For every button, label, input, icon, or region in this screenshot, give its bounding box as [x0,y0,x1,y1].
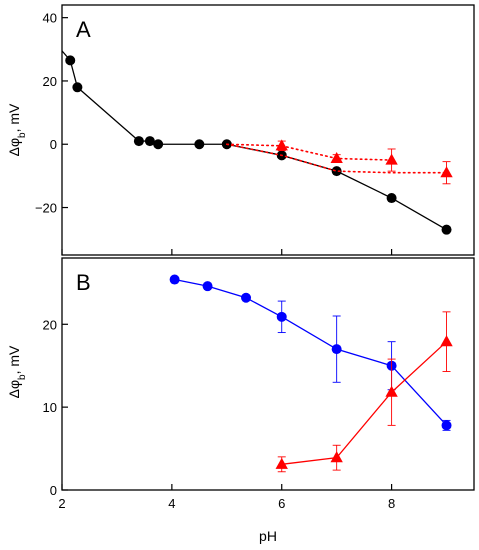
panel-b-series-1-point [169,274,180,285]
panel-a-series-1-point [144,136,155,147]
panel-b-series-2-line [281,341,447,465]
panel-a-plot-area [61,50,453,235]
panel-b-series-2-point [275,457,288,469]
x-axis-title: pH [259,528,277,544]
panel-a-y-tick-label: 0 [50,137,57,152]
panel-a: 40 20 0 −20 A Δφb, mV [6,4,475,256]
panel-a-series-1-point [194,139,205,150]
panel-a-label: A [76,17,91,42]
panel-a-series-1-point [72,82,83,93]
panel-b-series-1-line [174,278,448,426]
panel-a-series-1-point [441,224,452,235]
panel-b-label: B [76,270,91,295]
panel-a-frame [61,4,475,256]
panel-b-y-tick-label: 10 [43,400,57,415]
panel-b-y-tick-label: 0 [50,483,57,498]
x-tick-label: 4 [168,496,175,511]
panel-b-series-1-point [241,292,252,303]
panel-b-series-2-point [385,385,398,397]
panel-a-series-1-point [331,166,342,177]
panel-b-series-1-point [276,311,287,322]
panel-a-ticks: 40 20 0 −20 [35,11,393,255]
panel-b-frame [61,257,475,491]
panel-a-series-2-point [275,139,288,151]
panel-b-series-1-point [202,281,213,292]
panel-b-y-axis-title-unit: , mV [6,345,22,374]
panel-a-y-tick-label: −20 [35,201,57,216]
x-tick-label: 8 [388,496,395,511]
panel-a-series-2-dotted-line [226,143,448,174]
panel-a-series-1-point [133,136,144,147]
panel-a-series-2-dotted-line [226,143,393,161]
panel-a-series-2-point [440,166,453,178]
panel-b-series-2-point [330,451,343,463]
panel-a-series-1-point [65,55,76,66]
panel-b-series-1-point [331,344,342,355]
panel-a-series-2-point [330,151,343,164]
x-tick-label: 2 [58,496,65,511]
panel-b-series-1-point [441,420,452,431]
panel-a-y-tick-label: 40 [43,11,57,26]
panel-a-y-tick-label: 20 [43,74,57,89]
panel-a-series-1-point [153,139,164,150]
panel-b-series-2-point [440,335,453,347]
panel-a-series-1-point [386,193,397,204]
panel-b-y-axis-title-sub: b [17,374,28,380]
panel-a-y-axis-title: Δφb, mV [6,103,28,156]
panel-b-plot-area [169,274,453,473]
panel-a-y-axis-title-main: Δφ [6,138,22,156]
panel-a-y-axis-title-unit: , mV [6,103,22,132]
panel-b-y-axis-title: Δφb, mV [6,345,28,398]
panel-b-y-tick-label: 20 [43,317,57,332]
x-tick-label: 6 [278,496,285,511]
panel-b-y-axis-title-main: Δφ [6,380,22,398]
panel-a-series-2-point [385,153,398,165]
panel-b-ticks: 0 10 20 2 4 6 8 [43,317,396,511]
panel-a-y-axis-title-sub: b [17,132,28,138]
panel-b: 0 10 20 2 4 6 8 B Δφb, mV pH [6,257,475,544]
